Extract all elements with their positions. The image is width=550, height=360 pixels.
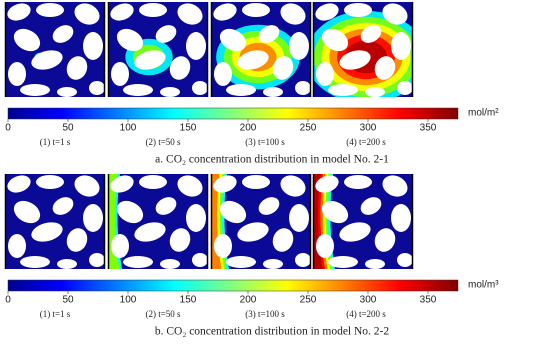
simulation-frame [210,2,312,97]
colorbar-tick-label: 350 [420,295,437,306]
simulation-frame [4,2,106,97]
frame-caption: (4) t=200 s [346,309,386,319]
colorbar-tick-label: 300 [360,295,377,306]
colorbar-tick-label: 250 [300,295,317,306]
simulation-frame [107,2,209,97]
frame-content [5,174,105,269]
colorbar-tick-label: 100 [120,295,137,306]
simulation-frame [312,2,414,97]
simulation-frame [4,174,106,269]
frame-caption: (3) t=100 s [245,137,285,147]
colorbar-tick-label: 250 [300,123,317,134]
colorbar-tick-label: 150 [180,123,197,134]
simulation-frame [312,174,414,269]
frame-caption: (2) t=50 s [145,309,181,319]
colorbar-unit: mol/m² [468,108,499,119]
frame-caption: (2) t=50 s [145,137,181,147]
simulation-frame [107,174,209,269]
frame-caption: (3) t=100 s [245,309,285,319]
concentration-band [108,174,120,269]
frame-content [108,2,208,97]
colorbar [7,279,459,292]
concentration-band [313,174,323,269]
frame-content [211,2,311,97]
frame-content [211,174,311,269]
colorbar-tick-label: 350 [420,123,437,134]
frame-content [313,2,413,97]
colorbar-tick-label: 200 [240,123,257,134]
colorbar-tick-label: 150 [180,295,197,306]
frame-content [108,174,208,269]
colorbar-unit: mol/m³ [468,280,499,291]
simulation-frame [210,174,312,269]
colorbar-tick-label: 300 [360,123,377,134]
frame-caption: (4) t=200 s [346,137,386,147]
concentration-band [211,174,222,269]
colorbar-tick-label: 100 [120,123,137,134]
frame-content [313,174,413,269]
colorbar [7,107,459,120]
panel-caption: b. CO₂ concentration distribution in mod… [155,326,390,338]
panel-caption: a. CO₂ concentration distribution in mod… [155,154,389,166]
colorbar-tick-label: 0 [5,123,11,134]
frame-caption: (1) t=1 s [40,137,71,147]
colorbar-tick-label: 0 [5,295,11,306]
colorbar-tick-label: 200 [240,295,257,306]
colorbar-tick-label: 50 [62,295,74,306]
frame-content [5,2,105,97]
frame-caption: (1) t=1 s [40,309,71,319]
colorbar-tick-label: 50 [62,123,74,134]
